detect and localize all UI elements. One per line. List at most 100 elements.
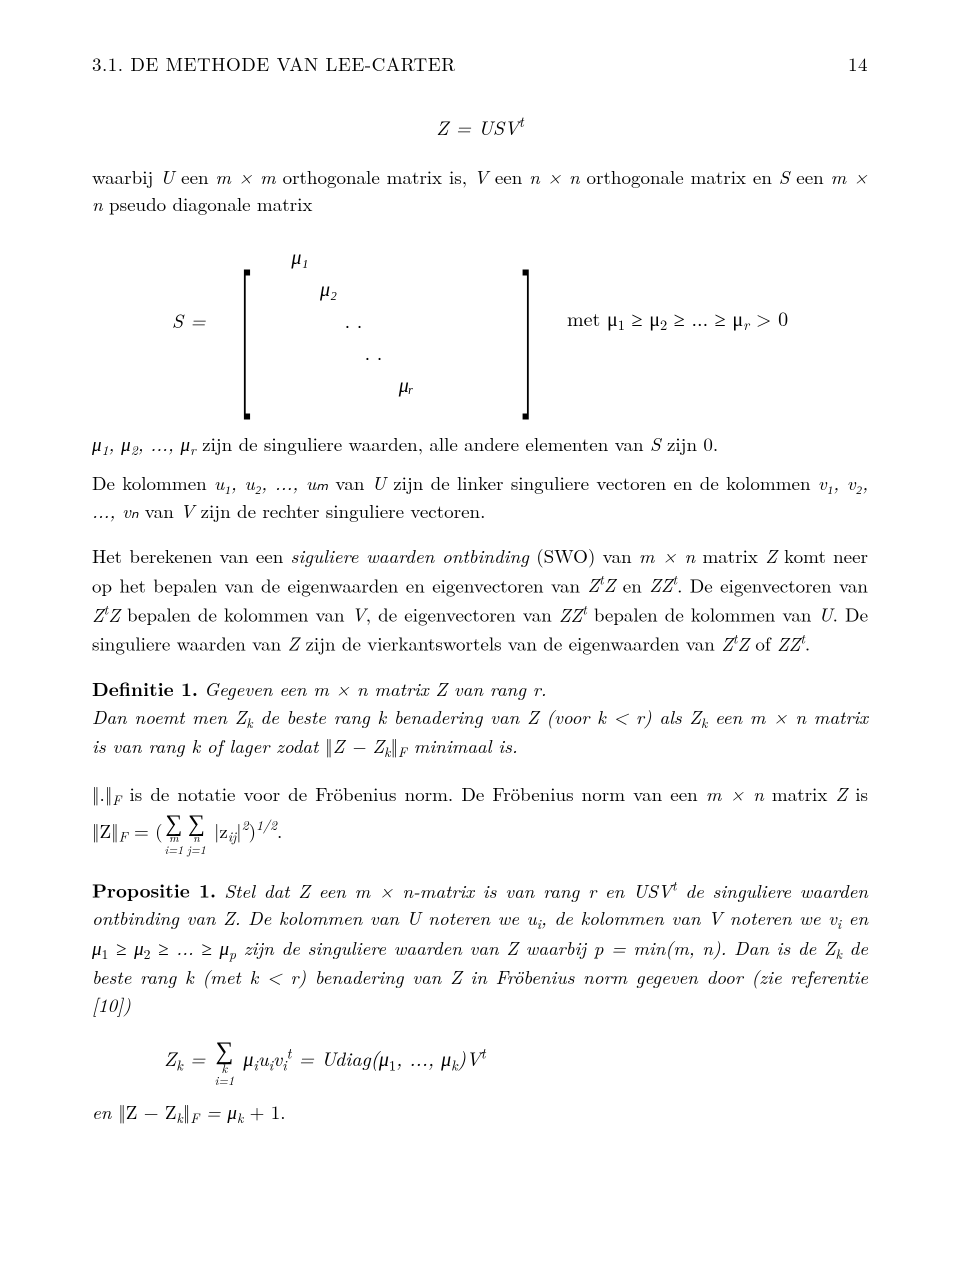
proposition-label: Propositie 1. bbox=[92, 876, 216, 904]
t: ‖Z − Z bbox=[118, 1098, 176, 1125]
t: een bbox=[488, 163, 529, 190]
t: minimaal is. bbox=[407, 732, 518, 759]
matrix-row: μ₁ bbox=[291, 241, 308, 270]
page-container: 3.1. DE METHODE VAN LEE-CARTER 14 Z = US… bbox=[0, 0, 960, 1188]
equation-zk: Zk = ∑ki=1 μiuivit = Udiag(μ1, ..., μk)V… bbox=[164, 1037, 868, 1087]
para-frobenius: ‖.‖F is de notatie voor de Fröbenius nor… bbox=[92, 780, 868, 857]
t: van bbox=[328, 469, 372, 496]
t: Z bbox=[164, 1043, 176, 1072]
t: = Udiag(μ bbox=[291, 1043, 389, 1072]
proposition-1: Propositie 1. Stel dat Z een m × n-matri… bbox=[92, 875, 868, 1019]
t: , ..., μ bbox=[138, 430, 190, 457]
bracket-right: ] bbox=[522, 252, 535, 387]
matrix-row: . . bbox=[291, 337, 382, 366]
t: zijn de singuliere waarden van Z waarbij… bbox=[236, 934, 836, 961]
sum-zk: ∑ki=1 bbox=[215, 1037, 235, 1087]
sym-ulist: u₁, u₂, ..., uₘ bbox=[214, 469, 328, 496]
t: zijn de rechter singuliere vectoren. bbox=[194, 497, 485, 524]
t: ≥ μ bbox=[108, 934, 143, 961]
t: 1/2 bbox=[256, 815, 277, 834]
t: ≥ μ bbox=[625, 303, 660, 332]
t: waarbij bbox=[92, 163, 160, 190]
t: μ bbox=[92, 430, 102, 457]
bracket-left: [ bbox=[238, 252, 251, 387]
t: u bbox=[258, 1043, 269, 1072]
sym-S: S bbox=[779, 163, 790, 190]
t: ) bbox=[249, 816, 256, 843]
eq1-body: Z = USV bbox=[436, 112, 519, 141]
sym-V: V bbox=[180, 497, 194, 524]
matrix-s-definition: S = [ μ₁ μ₂ . . . . μᵣ ] met μ1 ≥ μ2 ≥ .… bbox=[92, 236, 868, 404]
equation-z-usv: Z = USVt bbox=[92, 112, 868, 141]
matrix-body: μ₁ μ₂ . . . . μᵣ bbox=[283, 236, 489, 404]
t: ‖Z‖ bbox=[92, 816, 119, 843]
t: , ..., μ bbox=[396, 1043, 451, 1072]
t: i=1 bbox=[165, 845, 184, 857]
t: |z bbox=[208, 816, 228, 843]
t: Dan noemt men Z bbox=[92, 703, 246, 730]
t: i=1 bbox=[215, 1074, 235, 1086]
t: = ( bbox=[128, 816, 163, 843]
t: zijn 0. bbox=[661, 430, 719, 457]
header-section: 3.1. DE METHODE VAN LEE-CARTER bbox=[92, 50, 456, 78]
para-swo-explanation: Het berekenen van een siguliere waarden … bbox=[92, 542, 868, 657]
t: F bbox=[119, 826, 128, 845]
matrix-condition: met μ1 ≥ μ2 ≥ ... ≥ μr > 0 bbox=[567, 303, 788, 336]
sym-V: V bbox=[474, 163, 488, 190]
para4-pre: Het berekenen van een bbox=[92, 542, 291, 569]
t: De kolommen bbox=[92, 469, 214, 496]
t: ≥ ... ≥ μ bbox=[151, 934, 230, 961]
t: pseudo diagonale matrix bbox=[103, 190, 313, 217]
t: )V bbox=[458, 1043, 481, 1072]
t: > 0 bbox=[749, 303, 788, 332]
definition-1: Definitie 1. Gegeven een m × n matrix Z … bbox=[92, 675, 868, 762]
sym-mxm: m × m bbox=[215, 163, 275, 190]
t: . bbox=[277, 816, 282, 843]
t: de beste rang k benadering van Z (voor k… bbox=[253, 703, 701, 730]
t: F bbox=[398, 742, 407, 761]
t: = bbox=[183, 1043, 213, 1072]
matrix-row: μᵣ bbox=[291, 369, 413, 398]
sum-j: ∑nj=1 bbox=[187, 810, 206, 857]
sym-U: U bbox=[372, 469, 386, 496]
t: j=1 bbox=[187, 845, 206, 857]
t: 2 bbox=[242, 815, 249, 834]
t: een bbox=[174, 163, 215, 190]
matrix-row: . . bbox=[291, 305, 362, 334]
para-singular-values: μ1, μ2, ..., μr zijn de singuliere waard… bbox=[92, 430, 868, 460]
t: , μ bbox=[109, 430, 131, 457]
para-singular-vectors: De kolommen u₁, u₂, ..., uₘ van U zijn d… bbox=[92, 469, 868, 524]
t: met μ bbox=[567, 303, 618, 332]
sym-nxn: n × n bbox=[529, 163, 580, 190]
t: , de kolommen van V noteren we v bbox=[541, 904, 837, 931]
t: ≥ ... ≥ μ bbox=[667, 303, 743, 332]
sum-i: ∑mi=1 bbox=[165, 810, 184, 857]
matrix-row: μ₂ bbox=[291, 273, 337, 302]
t: + 1. bbox=[243, 1098, 285, 1125]
t: is bbox=[847, 780, 868, 807]
t: ‖.‖ bbox=[92, 780, 112, 807]
t: en bbox=[92, 1098, 118, 1125]
para4-term: siguliere waarden ontbinding bbox=[291, 542, 529, 569]
t: orthogonale matrix en bbox=[580, 163, 779, 190]
t: zijn de linker singuliere vectoren en de… bbox=[386, 469, 818, 496]
t: F bbox=[112, 790, 121, 809]
t: zijn de singuliere waarden, alle andere … bbox=[196, 430, 650, 457]
t: Stel dat Z een m × n-matrix is van rang … bbox=[224, 877, 672, 904]
t: ij bbox=[228, 826, 236, 845]
t: v bbox=[273, 1043, 282, 1072]
equation-final-norm: en ‖Z − Zk‖F = μk + 1. bbox=[92, 1098, 868, 1128]
t: = μ bbox=[199, 1098, 237, 1125]
header-page-number: 14 bbox=[848, 50, 868, 78]
t: orthogonale matrix is, bbox=[276, 163, 474, 190]
sym-U: U bbox=[160, 163, 174, 190]
def-body: Gegeven een m × n matrix Z van rang r. D… bbox=[92, 675, 868, 759]
eq1-sup: t bbox=[519, 112, 524, 132]
t: is de notatie voor de Fröbenius norm. De… bbox=[121, 780, 705, 807]
t: F bbox=[190, 1108, 199, 1127]
t: van bbox=[138, 497, 180, 524]
definition-label: Definitie 1. bbox=[92, 674, 198, 702]
sym-S: S bbox=[650, 430, 661, 457]
t: μ bbox=[236, 1043, 253, 1072]
para-svd-intro: waarbij U een m × m orthogonale matrix i… bbox=[92, 163, 868, 218]
